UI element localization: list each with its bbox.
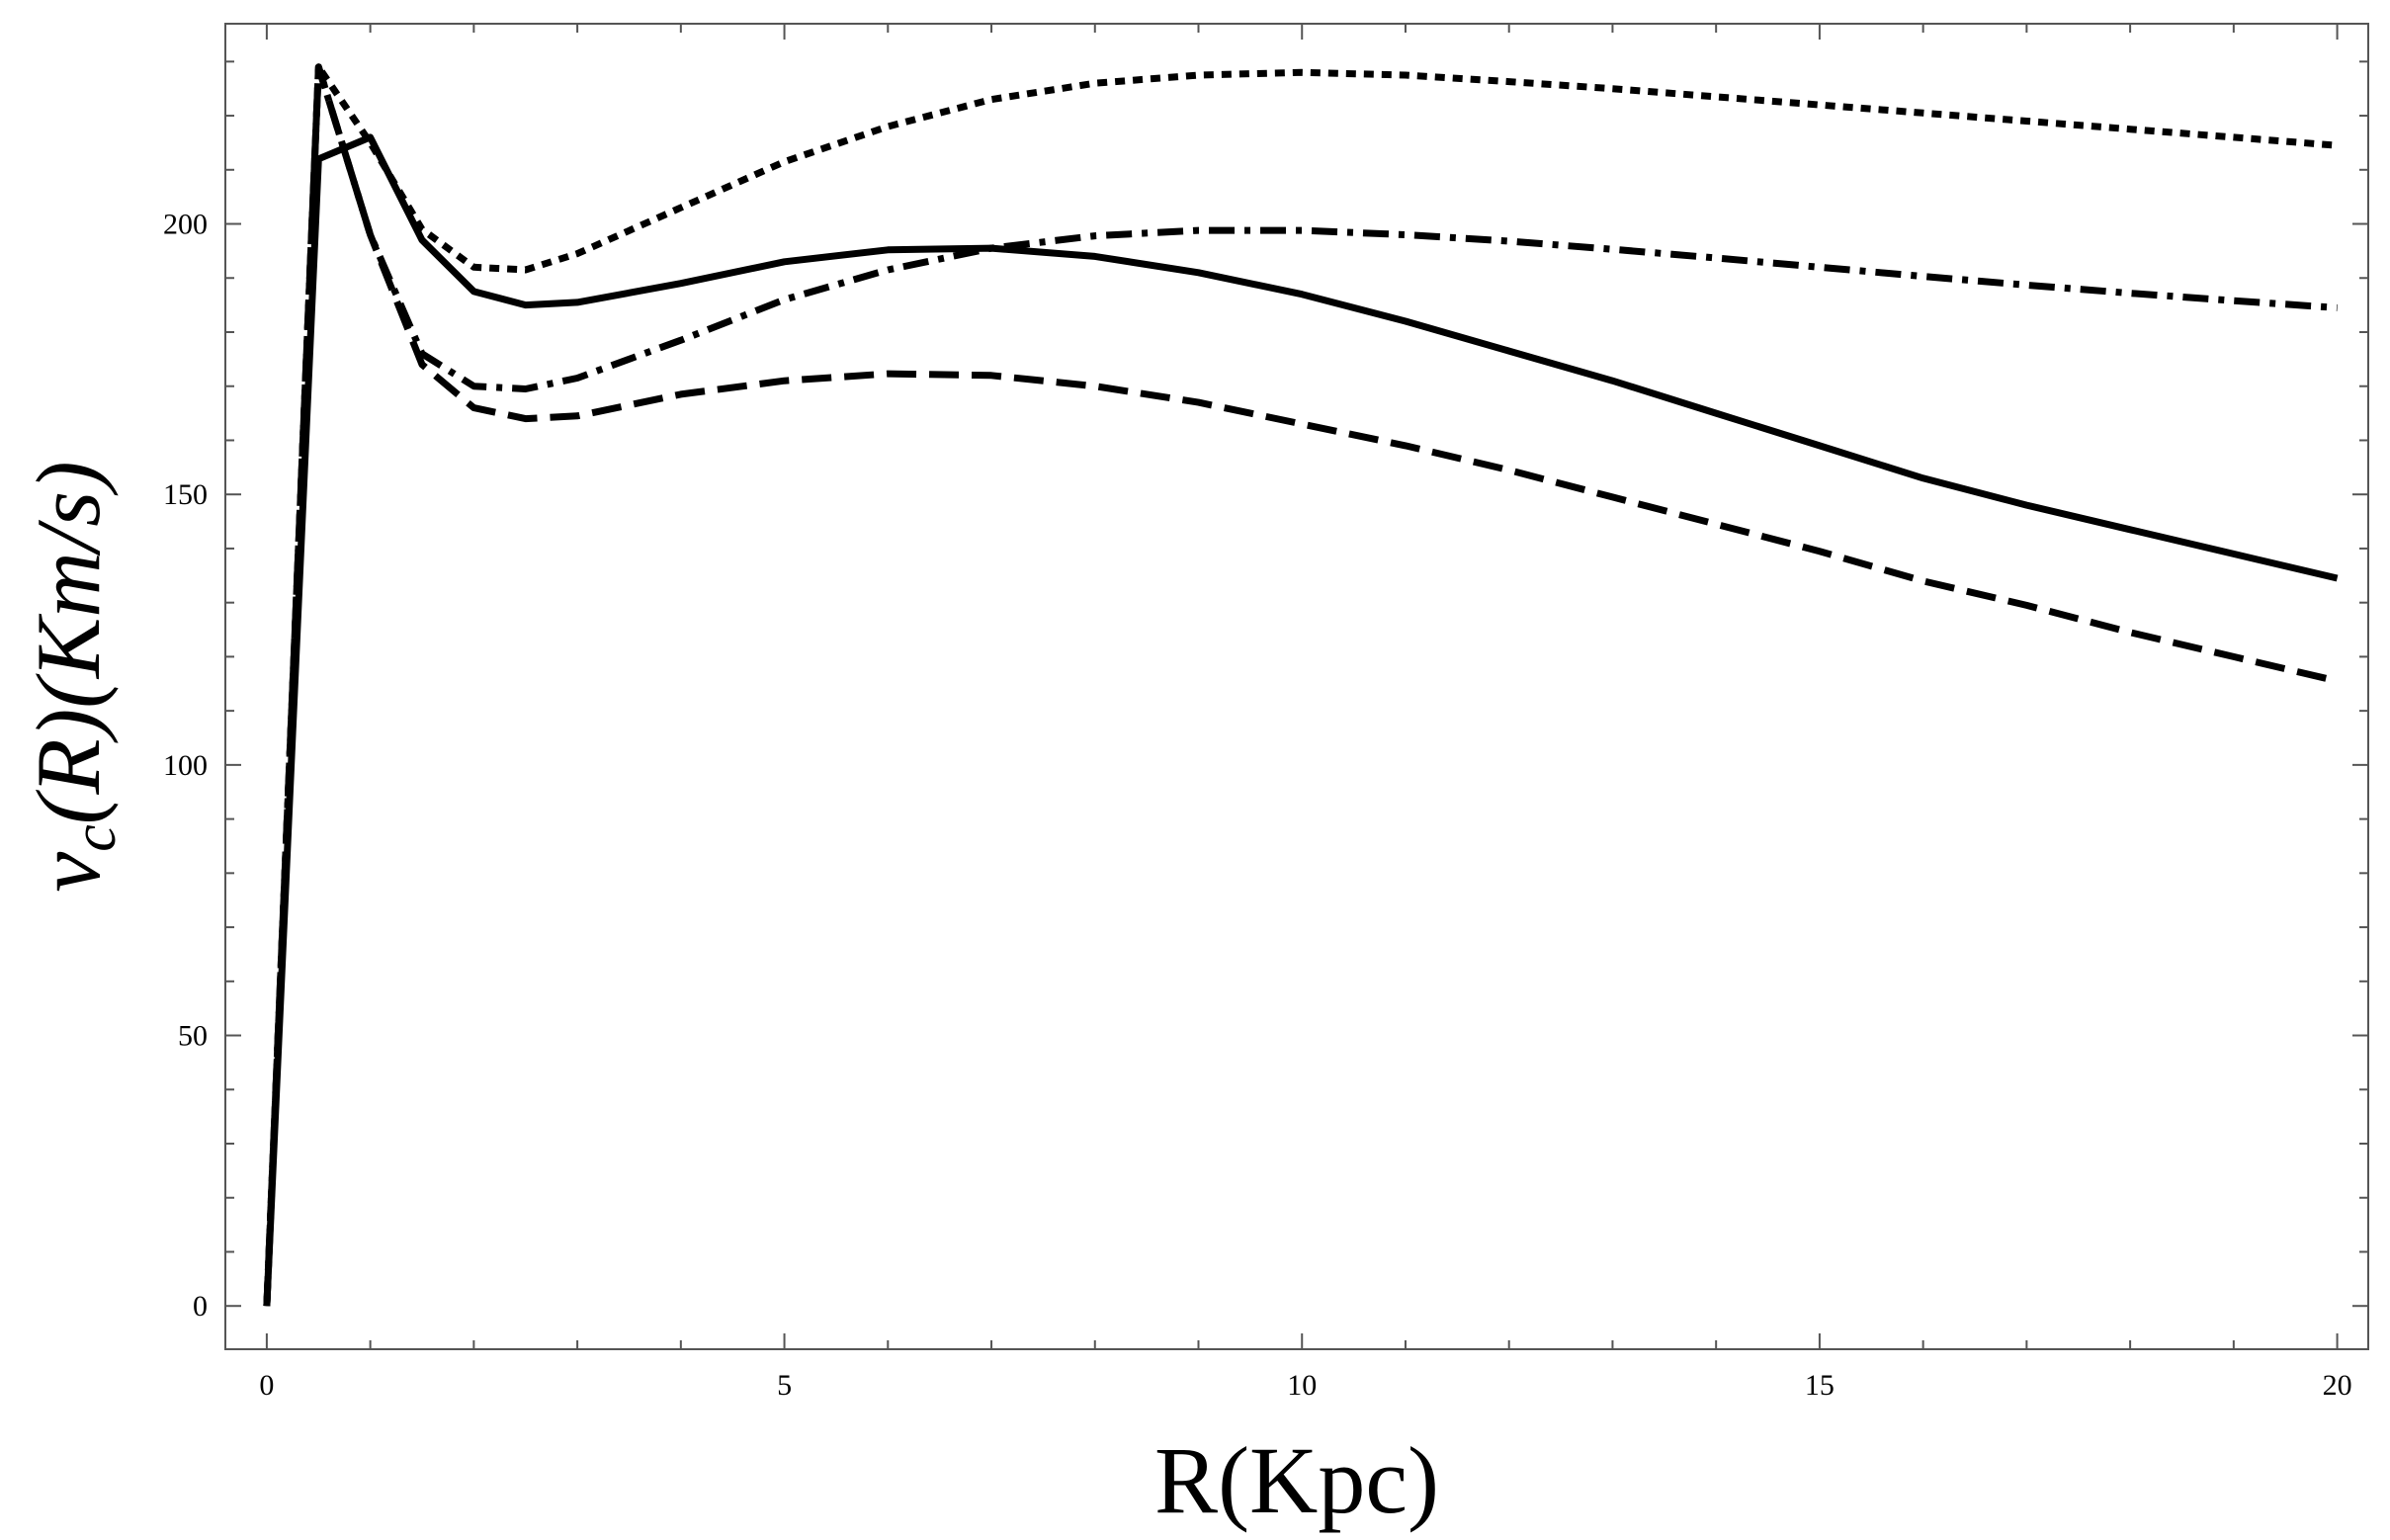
axis-ticks [225,24,2368,1349]
series-layer [263,63,2339,1307]
series-line-dashed [263,63,2339,1307]
x-tick-label: 15 [1805,1369,1835,1402]
y-tick-label: 50 [178,1020,208,1053]
x-axis-title: R(Kpc) [1154,1427,1439,1533]
y-tick-label: 200 [163,209,208,241]
x-tick-label: 20 [2323,1369,2352,1402]
y-tick-label: 0 [193,1290,208,1323]
x-tick-label: 5 [777,1369,792,1402]
series-line-solid [263,133,2339,1307]
x-tick-label: 0 [259,1369,274,1402]
x-tick-label: 10 [1287,1369,1317,1402]
series-line-dash-dot [263,63,2338,1307]
y-axis-title-base: v [18,852,119,893]
y-axis-title: vc(R)(Km/s) [18,461,128,892]
y-axis-title-sub: c [61,824,128,852]
series-line-dotted [263,63,2338,1307]
y-tick-label: 100 [163,749,208,782]
plot-frame [224,23,2369,1350]
y-tick-label: 150 [163,478,208,511]
y-axis-title-rest: (R)(Km/s) [18,461,119,824]
